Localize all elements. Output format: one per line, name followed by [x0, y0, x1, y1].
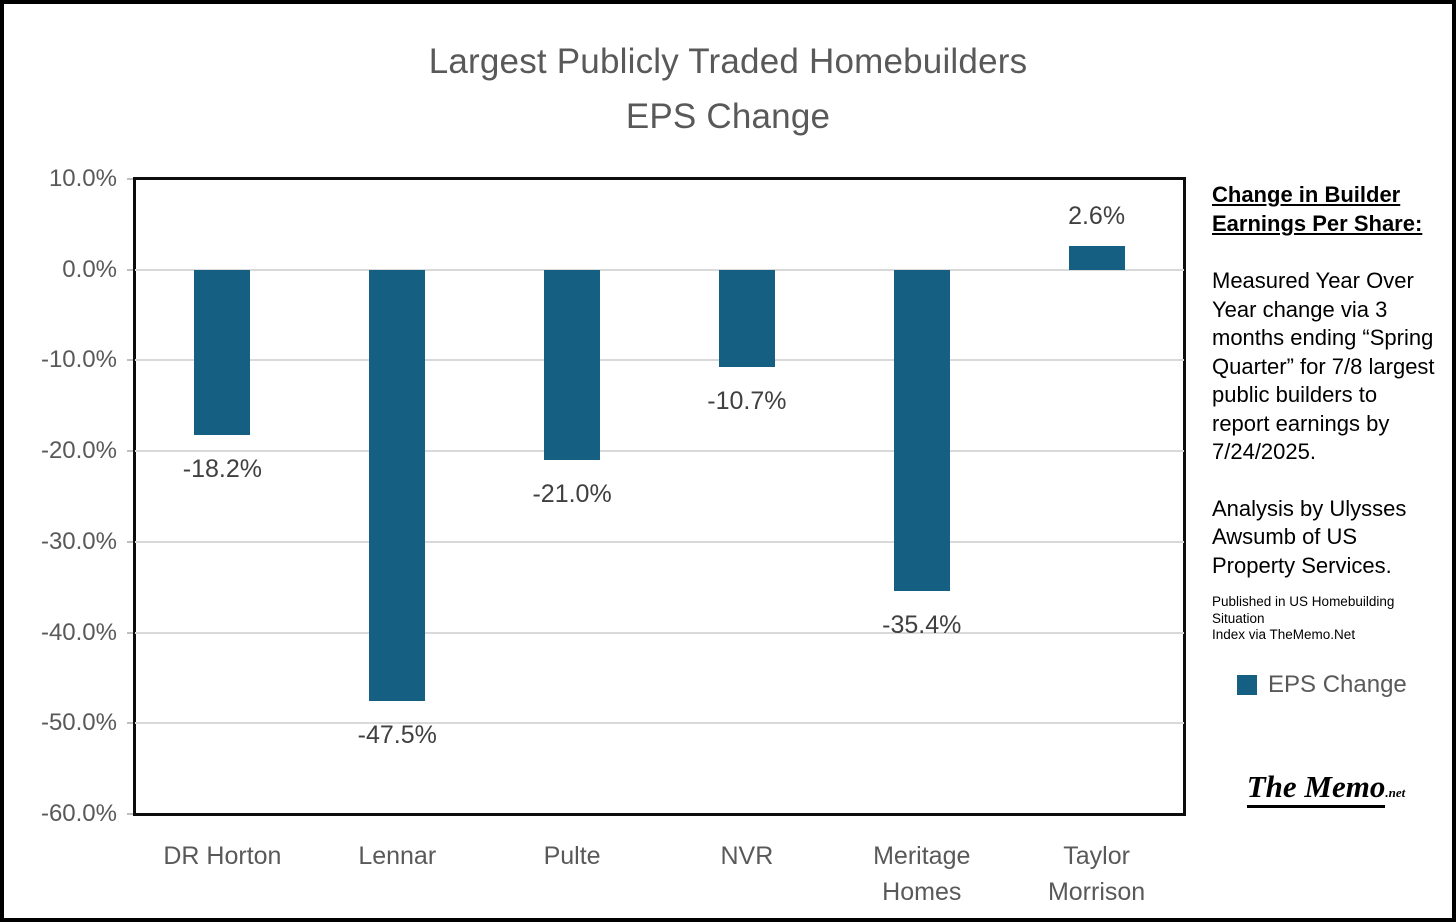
y-tick-label: -60.0% — [40, 800, 117, 827]
y-tick-label: 10.0% — [48, 165, 117, 192]
grid-line — [135, 540, 1184, 543]
thememo-logo-text: The Memo — [1246, 768, 1386, 808]
y-tick-mark — [127, 359, 135, 362]
side-panel-paragraph-analyst: Analysis by Ulysses Awsumb of US Propert… — [1212, 495, 1407, 578]
grid-line — [135, 450, 1184, 453]
bar-value-label: -18.2% — [182, 454, 263, 483]
thememo-logo-suffix: .net — [1385, 784, 1406, 800]
plot-area: -18.2% -47.5% -21.0% -10.7% -35.4% 2.6% — [133, 177, 1186, 816]
x-axis: DR Horton Lennar Pulte NVR Meritage Homes Tay… — [135, 838, 1184, 918]
y-tick-label: -30.0% — [40, 527, 117, 555]
legend-label: EPS Change — [1268, 670, 1407, 698]
x-category-label: DR Horton — [163, 842, 282, 870]
bar — [194, 269, 251, 435]
side-panel: Change in Builder Earnings Per Share: Me… — [1212, 180, 1440, 808]
chart-title: Largest Publicly Traded Homebuilders EPS… — [4, 34, 1452, 144]
x-category-label: Lennar — [358, 842, 437, 870]
publication-note-line1: Published in US Homebuilding Situation — [1212, 594, 1395, 626]
side-panel-heading: Change in Builder Earnings Per Share: — [1212, 182, 1423, 236]
y-tick-label: -10.0% — [40, 346, 117, 374]
legend-swatch-icon — [1237, 674, 1257, 695]
bar — [1068, 246, 1125, 270]
bar — [718, 269, 775, 367]
y-tick-label: -20.0% — [40, 437, 117, 465]
y-tick-mark — [127, 450, 135, 453]
side-panel-publication-note: Published in US Homebuilding Situation I… — [1212, 594, 1440, 644]
bar-value-label: -47.5% — [357, 720, 437, 749]
bar-value-label: -21.0% — [532, 480, 612, 509]
y-tick-mark — [127, 540, 135, 543]
grid-line — [135, 359, 1184, 362]
y-tick-label: -50.0% — [40, 709, 117, 737]
x-category-label: Meritage Homes — [873, 842, 971, 906]
bar-value-label: -10.7% — [707, 386, 787, 415]
x-category-label: Pulte — [543, 842, 601, 870]
grid-line — [135, 631, 1184, 634]
x-category-label: NVR — [720, 842, 774, 870]
chart-title-line1: Largest Publicly Traded Homebuilders — [428, 42, 1028, 81]
y-tick-mark — [127, 722, 135, 725]
bar — [544, 269, 601, 461]
chart-title-line2: EPS Change — [625, 97, 831, 136]
grid-line — [135, 722, 1184, 725]
legend: EPS Change — [1237, 671, 1440, 699]
y-tick-mark — [127, 631, 135, 634]
y-tick-label: -40.0% — [40, 618, 117, 646]
y-axis: 10.0% 0.0% -10.0% -20.0% -30.0% -40.0% -50.0% -… — [4, 165, 135, 827]
y-tick-mark — [127, 813, 135, 815]
y-tick-mark — [127, 178, 135, 180]
x-category-label: Taylor Morrison — [1047, 842, 1146, 906]
publication-note-line2: Index via TheMemo.Net — [1212, 627, 1356, 642]
bar-value-label: 2.6% — [1068, 202, 1126, 231]
bar — [369, 269, 426, 701]
bar-value-label: -35.4% — [882, 610, 962, 639]
bar — [893, 269, 950, 591]
side-panel-paragraph-methodology: Measured Year Over Year change via 3 mon… — [1212, 268, 1435, 464]
y-tick-label: 0.0% — [62, 255, 117, 283]
grid-line — [135, 268, 1184, 271]
thememo-logo: The Memo.net — [1212, 768, 1440, 808]
plot-border — [133, 177, 1186, 816]
y-tick-mark — [127, 268, 135, 271]
